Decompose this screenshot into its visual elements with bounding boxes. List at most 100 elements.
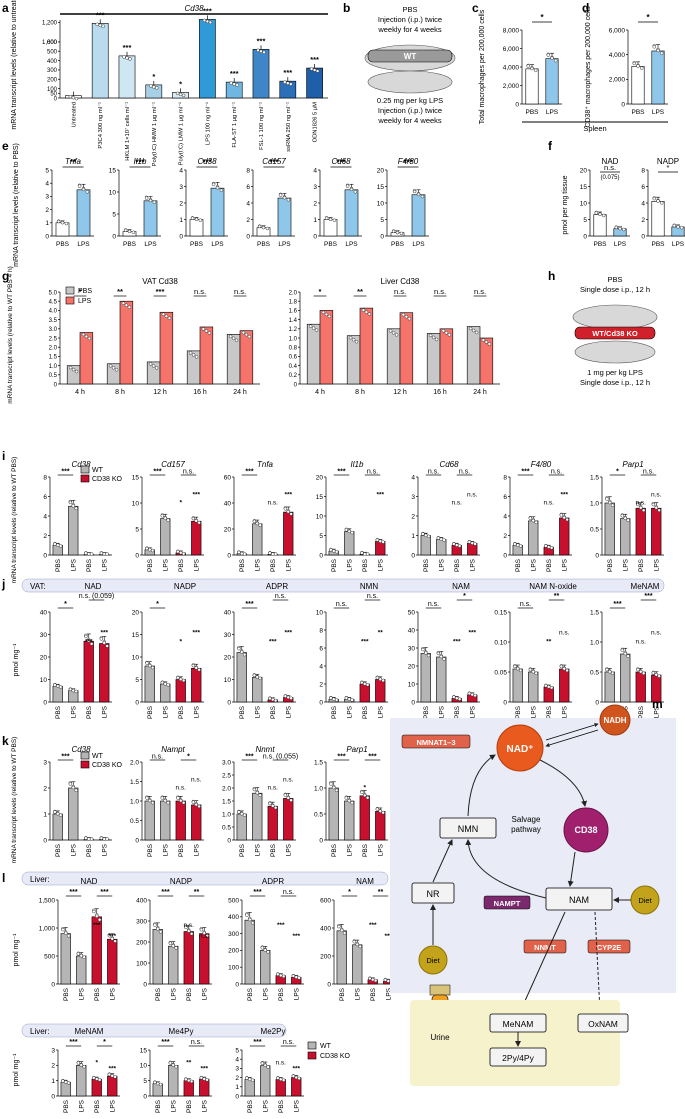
data-point [189,1079,194,1084]
data-point [95,914,99,918]
data-point [547,545,551,549]
data-point [242,813,247,817]
data-point [82,955,86,959]
nad-to-cd38 [539,759,587,807]
y-tick-label: 1,000 [39,925,56,932]
category-label: LPS [170,1099,177,1112]
y-tick-label: 1.6 [289,309,298,315]
data-point [531,669,535,674]
metabolite-title: NAD [85,582,102,591]
data-point [441,329,446,333]
category-label: LPS [530,558,537,571]
y-tick-label: 0 [246,233,250,240]
salvage-label: Salvage [512,815,541,824]
category-label: PBS [546,705,553,719]
nmn-to-nad [467,754,496,817]
data-point [426,653,431,658]
data-point [257,224,262,229]
data-point [659,51,664,56]
panel-label: i [2,449,5,463]
node-label: Urine [430,1033,450,1042]
data-point [260,1061,265,1066]
panel-d-plot: 0 2,000 4,000 6,000 PBS LPS [609,27,668,116]
category-label: ssRNA 250 ng ml⁻¹ [286,102,292,152]
bar [604,671,615,703]
data-point [344,696,349,700]
gene-title: Tnfa [65,157,82,166]
y-tick-label: 0 [179,233,183,240]
y-tick-label: 10 [224,677,232,684]
lps-bar [119,300,134,385]
category-label: PBS [63,1099,70,1113]
y-tick-label: 0 [43,699,47,706]
bar [593,214,607,237]
data-point [84,634,88,639]
category-label: LPS [672,241,685,248]
panel-k-plot: 0 1 2 3 [43,759,112,844]
data-point [248,1077,252,1082]
y-tick-label: 0 [313,233,317,240]
category-label: LPS [293,1099,300,1112]
significance: n.s. [176,784,187,791]
metabolite-title: Me4Py [169,1027,194,1036]
y-tick-label: 100 [136,960,147,967]
gene-title: Il1b [351,460,364,469]
y-tick-label: 100 [228,965,239,972]
y-tick-label: 4,000 [609,52,626,59]
y-tick-label: 0 [411,552,415,559]
panel-i-plot: 0 5 10 15 20 [316,474,388,559]
data-point [241,330,246,335]
gene-title: F4/80 [398,157,419,166]
data-point [74,369,79,374]
significance: *** [521,469,529,476]
data-point [105,837,109,841]
y-tick-label: 30 [408,645,416,652]
y-tick-label: 0 [595,699,599,706]
y-tick-label: 2 [45,207,49,214]
data-point [256,48,260,53]
bar [651,507,662,556]
bar [183,931,194,985]
significance: *** [153,469,161,476]
significance: n.s. [459,469,470,476]
data-point [76,1061,81,1065]
data-point [240,812,244,816]
y-tick-label: 1.5 [130,779,139,786]
category-label: PBS [546,558,553,572]
data-point [350,530,354,535]
bar [52,813,63,841]
legend-label: PBS [78,288,92,295]
panel-j-plot: 0 10 20 30 40 [40,609,112,706]
data-point [608,500,612,505]
significance: n.s. [191,1039,202,1046]
data-point [455,543,459,547]
category-label: PBS [178,705,185,719]
data-point [237,646,241,651]
y-tick-label: 2 [179,200,183,207]
node-label: NMN [458,824,479,834]
y-tick-label: 0.5 [590,669,599,676]
data-point [237,810,241,814]
data-point [97,1078,102,1082]
y-tick-label: 1.2 [289,327,298,333]
time-label: 12 h [153,389,167,396]
legend-swatch [307,1051,317,1060]
category-label: PBS [362,558,369,572]
significance: *** [245,754,253,761]
bar [199,19,216,99]
data-point [452,695,456,699]
data-point [95,1077,99,1081]
data-point [71,95,76,100]
data-point [247,334,252,339]
data-point [71,367,76,372]
category-label: PBS [86,705,93,719]
y-tick-label: 0.5 [49,373,58,379]
data-point [107,933,112,938]
y-tick-label: 0.2 [289,373,298,379]
gene-title: Cd38 [197,157,217,166]
gene-title: F4/80 [531,460,552,469]
y-tick-label: 0 [503,552,507,559]
y-tick-label: 5 [319,533,323,540]
data-point [360,551,364,555]
category-label: LPS [144,241,157,248]
